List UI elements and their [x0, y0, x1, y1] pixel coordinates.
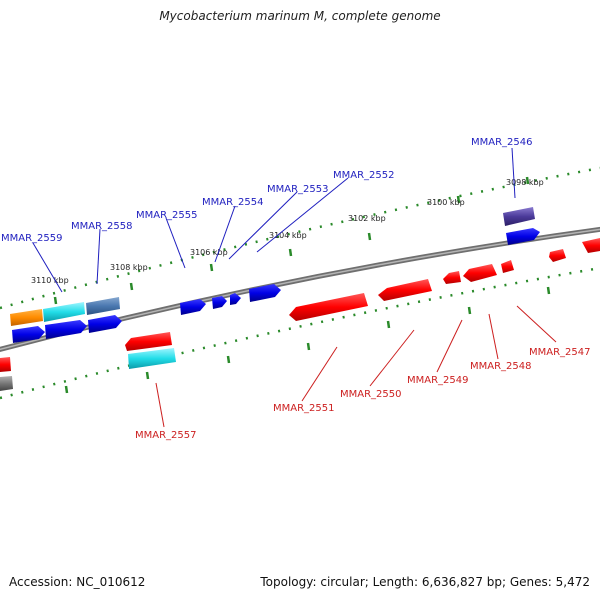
- gene-reverse-red[interactable]: [582, 238, 600, 253]
- outer-ruler: [0, 166, 600, 310]
- genome-backbone: [0, 226, 600, 352]
- tick-label-3100: 3100 kbp: [427, 198, 465, 207]
- forward-genes: [10, 207, 540, 343]
- outer-major-ticks: [53, 176, 530, 305]
- tick-label-3098: 3098 kbp: [506, 178, 544, 187]
- gene-forward-blue[interactable]: [180, 299, 206, 315]
- gene-label-mmar-2552[interactable]: MMAR_2552: [333, 170, 395, 181]
- inner-major-ticks: [64, 286, 551, 394]
- reverse-leaders: [155, 305, 557, 428]
- gene-reverse-grey-edge[interactable]: [0, 376, 13, 391]
- tick-label-3102: 3102 kbp: [348, 214, 386, 223]
- gene-label-mmar-2554[interactable]: MMAR_2554: [202, 197, 264, 208]
- gene-reverse-red[interactable]: [549, 249, 566, 262]
- gene-label-mmar-2558[interactable]: MMAR_2558: [71, 221, 133, 232]
- gene-reverse-red[interactable]: [289, 293, 368, 321]
- gene-label-mmar-2548[interactable]: MMAR_2548: [470, 361, 532, 372]
- gene-reverse-red[interactable]: [378, 279, 432, 301]
- forward-leaders: [32, 147, 516, 293]
- genome-stats: Topology: circular; Length: 6,636,827 bp…: [260, 575, 590, 589]
- gene-forward-blue[interactable]: [45, 320, 87, 339]
- gene-label-mmar-2551[interactable]: MMAR_2551: [273, 403, 335, 414]
- gene-label-mmar-2553[interactable]: MMAR_2553: [267, 184, 329, 195]
- gene-reverse-red[interactable]: [501, 260, 514, 273]
- gene-reverse-red[interactable]: [463, 264, 497, 282]
- gene-forward-blue[interactable]: [249, 284, 281, 302]
- gene-label-mmar-2546[interactable]: MMAR_2546: [471, 137, 533, 148]
- gene-forward-blue[interactable]: [88, 315, 122, 333]
- gene-forward-cyan[interactable]: [43, 302, 85, 322]
- gene-forward-blue[interactable]: [12, 326, 45, 343]
- reverse-genes: [0, 238, 600, 391]
- tick-label-3110: 3110 kbp: [31, 276, 69, 285]
- page-title: Mycobacterium marinum M, complete genome: [159, 9, 441, 23]
- gene-forward-blue[interactable]: [212, 296, 227, 309]
- tick-label-3104: 3104 kbp: [269, 231, 307, 240]
- gene-forward-purple[interactable]: [503, 207, 535, 226]
- gene-label-mmar-2557[interactable]: MMAR_2557: [135, 430, 197, 441]
- gene-label-mmar-2549[interactable]: MMAR_2549: [407, 375, 469, 386]
- tick-label-3106: 3106 kbp: [190, 248, 228, 257]
- gene-forward-blue[interactable]: [506, 228, 540, 245]
- inner-ruler: [0, 266, 600, 400]
- gene-forward-orange[interactable]: [10, 309, 43, 326]
- gene-reverse-red[interactable]: [125, 332, 172, 351]
- gene-reverse-red-edge[interactable]: [0, 357, 11, 372]
- gene-label-mmar-2550[interactable]: MMAR_2550: [340, 389, 402, 400]
- gene-label-mmar-2559[interactable]: MMAR_2559: [1, 233, 63, 244]
- gene-forward-blue[interactable]: [230, 293, 241, 305]
- accession-label: Accession: NC_010612: [9, 575, 146, 589]
- gene-forward-steel[interactable]: [86, 297, 120, 315]
- gene-label-mmar-2555[interactable]: MMAR_2555: [136, 210, 198, 221]
- tick-label-3108: 3108 kbp: [110, 263, 148, 272]
- gene-reverse-red[interactable]: [443, 271, 461, 284]
- gene-label-mmar-2547[interactable]: MMAR_2547: [529, 347, 591, 358]
- gene-reverse-cyan[interactable]: [128, 348, 176, 369]
